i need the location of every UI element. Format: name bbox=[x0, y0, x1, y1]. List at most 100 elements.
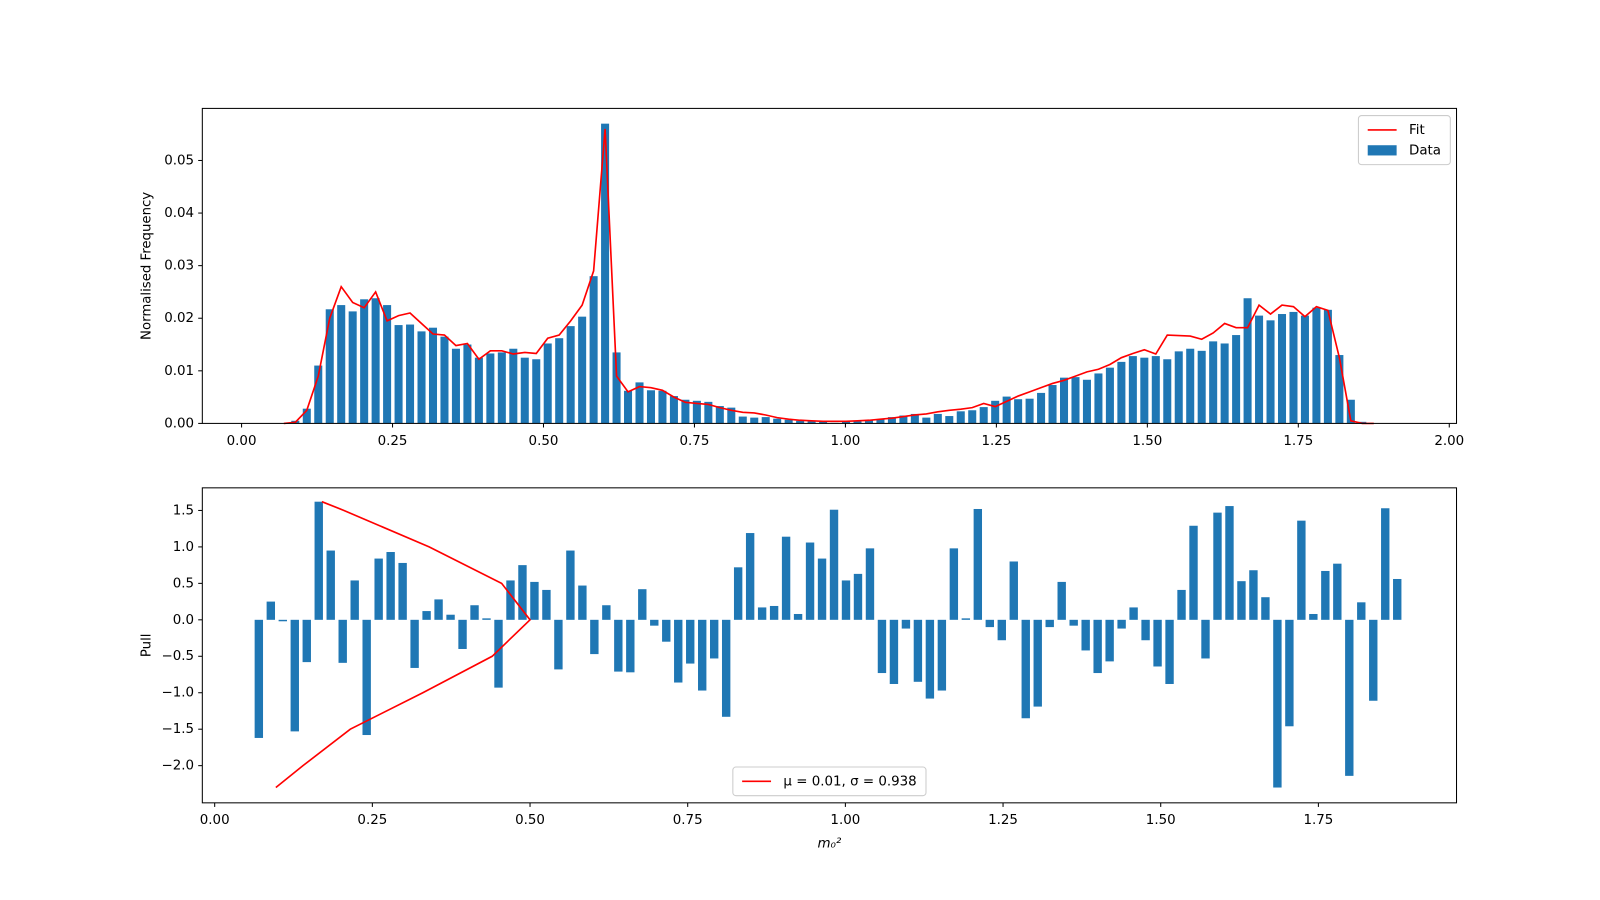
y-tick-label: 1.0 bbox=[173, 540, 194, 555]
bar bbox=[819, 421, 828, 424]
bar bbox=[1165, 619, 1174, 684]
bar bbox=[925, 619, 935, 699]
bar bbox=[1141, 619, 1150, 641]
bar bbox=[1117, 619, 1126, 629]
y-tick-label: 0.02 bbox=[164, 311, 194, 326]
bar bbox=[1285, 619, 1294, 727]
y-tick-label: 0.00 bbox=[164, 416, 194, 431]
bar bbox=[692, 400, 701, 424]
bar bbox=[1059, 377, 1069, 424]
bar bbox=[1309, 613, 1318, 620]
x-tick-label: 0.75 bbox=[673, 813, 703, 828]
x-tick-label: 0.25 bbox=[378, 434, 408, 449]
bar bbox=[428, 327, 438, 424]
bar bbox=[555, 338, 564, 424]
bar bbox=[325, 309, 334, 424]
y-tick-label: −1.5 bbox=[162, 722, 195, 737]
legend-box bbox=[732, 766, 927, 797]
bar bbox=[1014, 399, 1023, 424]
bar bbox=[406, 324, 415, 424]
bar bbox=[793, 613, 803, 620]
bar bbox=[773, 418, 782, 424]
bar bbox=[1033, 619, 1042, 707]
legend-label: Fit bbox=[1409, 123, 1425, 138]
bar bbox=[371, 298, 380, 424]
bar bbox=[949, 548, 959, 620]
x-tick-label: 1.50 bbox=[1132, 434, 1162, 449]
y-tick-label: −1.0 bbox=[162, 686, 195, 701]
bar bbox=[398, 562, 407, 620]
y-tick-label: −0.5 bbox=[162, 649, 195, 664]
bar bbox=[1225, 506, 1234, 620]
bar bbox=[1177, 589, 1186, 620]
bar bbox=[1381, 508, 1390, 620]
bar bbox=[1249, 570, 1258, 620]
bar bbox=[899, 415, 908, 424]
bar bbox=[278, 619, 287, 622]
bar bbox=[887, 417, 896, 424]
bar bbox=[417, 331, 426, 424]
y-tick-label: 0.04 bbox=[164, 206, 194, 221]
bar bbox=[440, 336, 449, 424]
bar bbox=[658, 390, 667, 424]
bar bbox=[1300, 315, 1309, 424]
bar bbox=[973, 508, 983, 620]
bar bbox=[913, 619, 923, 682]
bar bbox=[864, 420, 873, 424]
bar bbox=[945, 416, 954, 424]
bar bbox=[937, 619, 947, 691]
bar bbox=[543, 343, 552, 424]
bar bbox=[876, 419, 885, 424]
bar bbox=[1021, 619, 1030, 719]
bar bbox=[979, 407, 988, 424]
bar bbox=[1297, 520, 1306, 620]
bar bbox=[446, 614, 455, 620]
bar bbox=[626, 619, 635, 673]
bar bbox=[669, 396, 678, 424]
bar bbox=[807, 421, 816, 424]
bar bbox=[738, 416, 747, 424]
bar bbox=[1393, 578, 1402, 620]
bar bbox=[1009, 561, 1018, 620]
axes-frame bbox=[201, 487, 1458, 804]
bar bbox=[624, 390, 633, 424]
x-tick-label: 1.00 bbox=[830, 434, 860, 449]
bar bbox=[889, 619, 899, 684]
bar bbox=[506, 580, 515, 620]
bar bbox=[578, 585, 587, 620]
bar bbox=[1261, 597, 1270, 620]
bar bbox=[686, 619, 695, 664]
bar bbox=[614, 619, 623, 672]
legend-label: μ = 0.01, σ = 0.938 bbox=[783, 774, 916, 789]
bar bbox=[1255, 315, 1264, 424]
bar bbox=[590, 619, 599, 655]
bar bbox=[650, 619, 659, 626]
bar bbox=[530, 581, 539, 620]
bar bbox=[254, 619, 264, 738]
bar bbox=[745, 533, 755, 620]
bar bbox=[486, 353, 495, 424]
bar bbox=[1266, 320, 1275, 424]
bar bbox=[805, 542, 815, 620]
bar bbox=[602, 605, 611, 620]
subplot: 0.00 0.25 0.50 0.75 1.00 1.25 1.50 1.75 −2.0 −1.5… bbox=[140, 487, 1458, 852]
bar bbox=[601, 123, 610, 424]
x-axis-label: m₀² bbox=[818, 837, 842, 852]
bar bbox=[991, 400, 1000, 424]
bar bbox=[509, 348, 518, 424]
bar bbox=[681, 399, 690, 424]
bar bbox=[494, 619, 503, 688]
bar bbox=[922, 417, 931, 424]
x-tick-label: 2.00 bbox=[1434, 434, 1464, 449]
bar bbox=[829, 509, 839, 620]
line bbox=[275, 500, 532, 789]
bar bbox=[1186, 348, 1195, 424]
bar bbox=[1094, 373, 1103, 424]
bar bbox=[532, 359, 541, 424]
bar bbox=[360, 299, 369, 424]
legend-label: Data bbox=[1409, 143, 1441, 158]
x-tick-label: 0.50 bbox=[515, 813, 545, 828]
x-tick-label: 1.25 bbox=[981, 434, 1011, 449]
bar bbox=[841, 580, 851, 620]
